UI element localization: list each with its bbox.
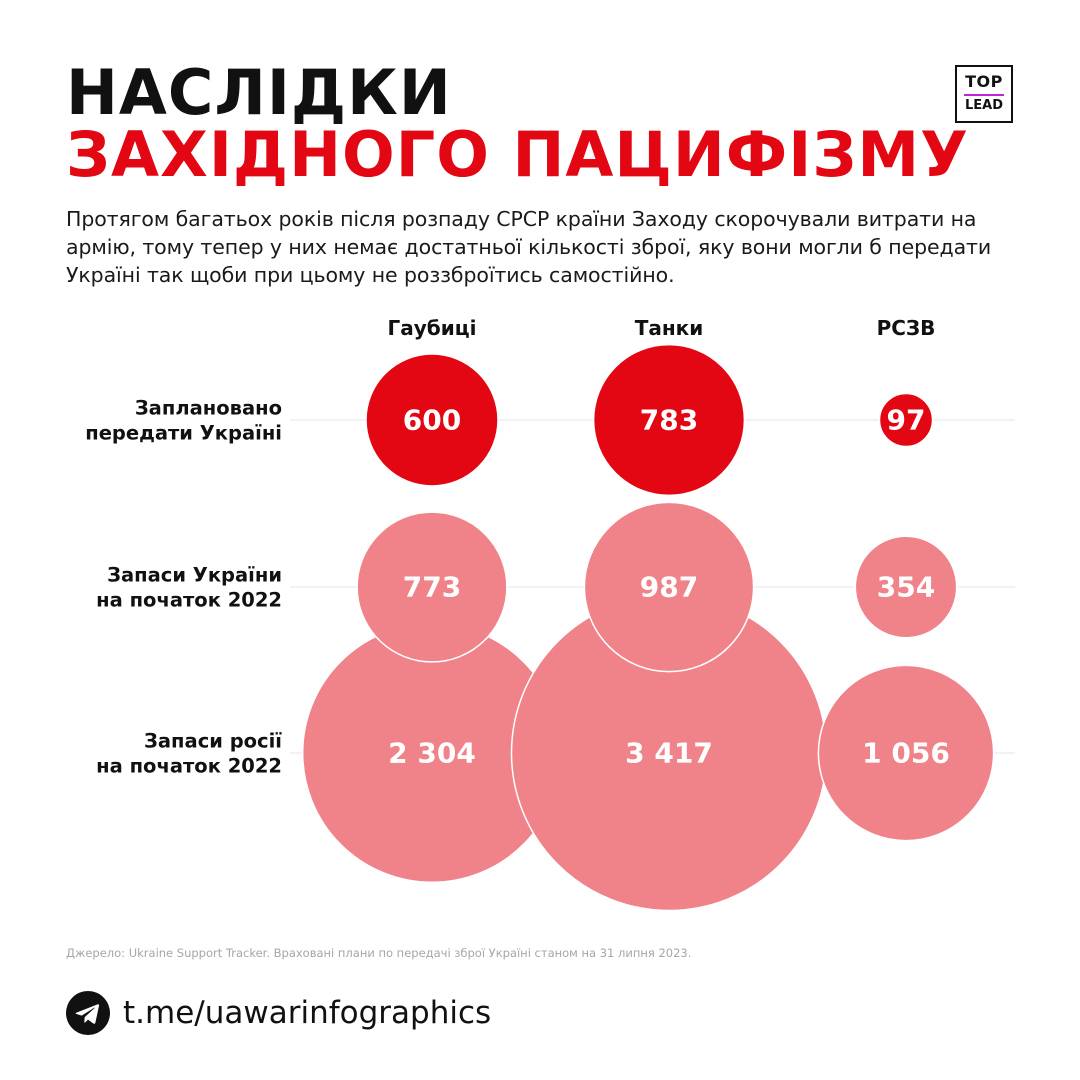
bubble: [365, 353, 499, 487]
intro-text: Протягом багатьох років після розпаду СР…: [66, 207, 992, 287]
logo-text-top: TOP: [965, 72, 1003, 91]
bubble: [583, 501, 755, 673]
bubble-value: 2 304: [388, 737, 476, 770]
telegram-icon: [66, 991, 110, 1035]
row-label: Запаси України на початок 2022: [96, 564, 282, 612]
bubble-value: 600: [403, 404, 461, 437]
column-header: Танки: [635, 316, 704, 340]
title-line-1: НАСЛІДКИ: [66, 56, 452, 129]
row-label: Запаси росії на початок 2022: [96, 730, 282, 778]
source-note: Джерело: Ukraine Support Tracker. Врахов…: [66, 946, 692, 960]
bubble-value: 354: [877, 571, 935, 604]
column-header: Гаубиці: [388, 316, 477, 340]
bubble-value: 97: [887, 404, 926, 437]
bubble-value: 773: [403, 571, 461, 604]
logo-text-lead: LEAD: [964, 98, 1004, 113]
bubble: [592, 343, 746, 497]
telegram-link[interactable]: t.me/uawarinfographics: [123, 995, 492, 1031]
bubble-value: 3 417: [625, 737, 713, 770]
bubble: [817, 664, 995, 842]
bubble: [878, 392, 934, 448]
row-label: Заплановано передати Україні: [85, 397, 282, 445]
bubble-value: 783: [640, 404, 698, 437]
bubble: [854, 535, 958, 639]
logo-divider: [964, 94, 1004, 96]
bubble-value: 987: [640, 571, 698, 604]
bubble-value: 1 056: [862, 737, 950, 770]
column-header: РСЗВ: [877, 316, 936, 340]
bubble: [356, 511, 508, 663]
top-lead-logo: TOP LEAD: [955, 65, 1013, 123]
title-line-2: ЗАХІДНОГО ПАЦИФІЗМУ: [66, 118, 969, 191]
